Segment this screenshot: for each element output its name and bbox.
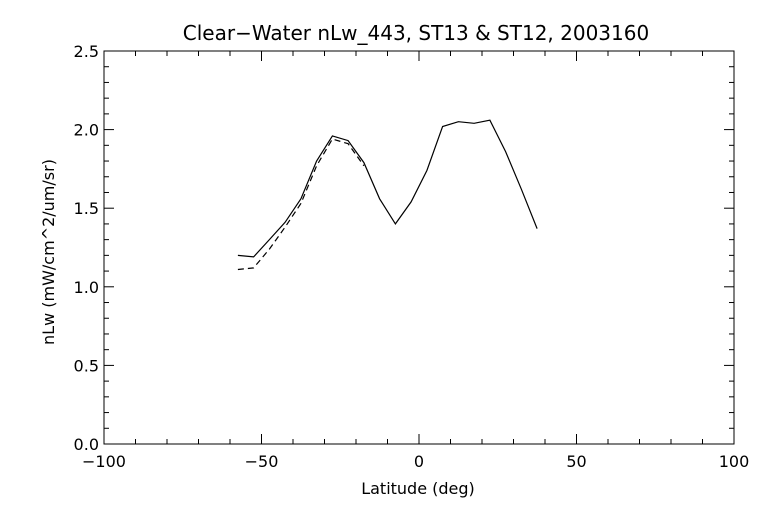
y-tick-label: 1.0 [74,278,99,297]
series-line-solid [237,119,538,258]
chart-title: Clear−Water nLw_443, ST13 & ST12, 200316… [183,21,649,45]
series-layer [237,119,538,271]
y-axis-label: nLw (mW/cm^2/um/sr) [39,159,58,345]
y-tick-label: 1.5 [74,199,99,218]
y-tick-label: 2.0 [74,121,99,140]
axis-ticks: −100 −50 0 50 100 0.0 0.5 1.0 1.5 2.0 2.5 [74,42,750,471]
x-tick-label: −100 [82,452,126,471]
y-tick-label: 2.5 [74,42,99,61]
series-line-dashed [237,138,365,271]
plot-frame [103,50,735,445]
x-tick-label: −50 [245,452,279,471]
x-axis-label: Latitude (deg) [361,479,475,498]
y-tick-label: 0.5 [74,356,99,375]
y-tick-label: 0.0 [74,435,99,454]
x-tick-label: 50 [566,452,586,471]
x-tick-label: 100 [719,452,750,471]
x-tick-label: 0 [414,452,424,471]
